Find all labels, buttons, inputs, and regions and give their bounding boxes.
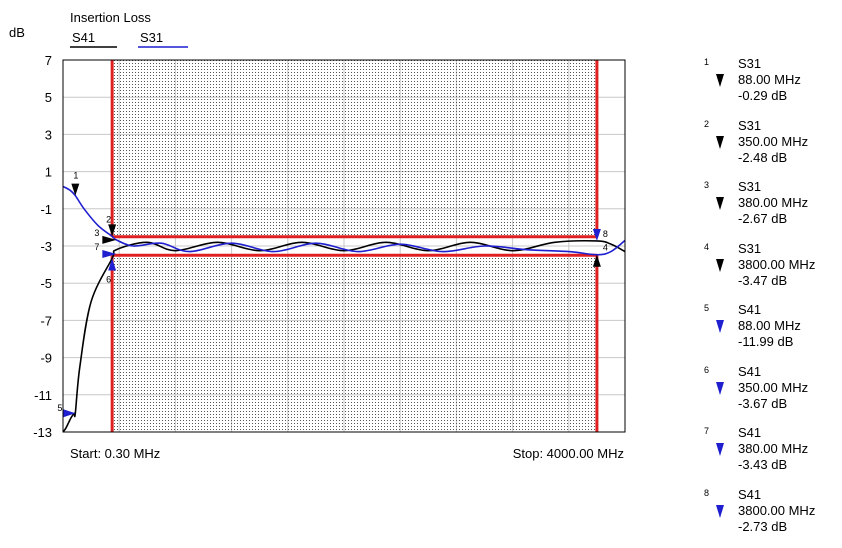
marker-readout-triangle-icon [716,505,724,518]
marker-readout-value: -11.99 dB [738,334,793,349]
marker-8-id: 8 [603,229,608,239]
marker-readout-triangle-icon [716,136,724,149]
marker-readout-frequency: 3800.00 MHz [738,257,815,272]
y-tick-label: 1 [45,165,52,180]
marker-readout-triangle-icon [716,443,724,456]
marker-5-triangle [63,409,75,417]
y-tick-label: -13 [33,425,52,440]
stop-frequency-label: Stop: 4000.00 MHz [513,446,624,461]
marker-readout-id: 7 [704,426,709,436]
marker-readout-trace: S41 [738,302,761,317]
marker-readout-trace: S31 [738,118,761,133]
marker-readout-frequency: 3800.00 MHz [738,503,815,518]
legend: S41 S31 [70,30,188,47]
marker-1-triangle [71,184,79,196]
marker-readout-frequency: 88.00 MHz [738,72,801,87]
upper-mask-area [112,60,597,237]
marker-readout-triangle-icon [716,382,724,395]
marker-readout-trace: S41 [738,364,761,379]
y-tick-label: 7 [45,53,52,68]
y-axis-label: dB [9,25,25,40]
marker-readout-triangle-icon [716,320,724,333]
marker-readout-value: -2.48 dB [738,150,787,165]
marker-readout-id: 6 [704,365,709,375]
marker-readout-frequency: 380.00 MHz [738,195,808,210]
y-tick-label: -5 [40,276,52,291]
y-tick-label: -11 [34,388,52,403]
marker-readout-id: 5 [704,303,709,313]
y-tick-label: 3 [45,127,52,142]
marker-readout-trace: S41 [738,487,761,502]
marker-readout-frequency: 380.00 MHz [738,441,808,456]
marker-5-id: 5 [57,403,62,413]
marker-readout-value: -2.73 dB [738,519,787,534]
lower-mask-area [112,255,597,432]
marker-readout-id: 2 [704,119,709,129]
chart-title: Insertion Loss [70,10,151,25]
marker-readout-frequency: 350.00 MHz [738,380,808,395]
marker-readout-triangle-icon [716,197,724,210]
y-tick-label: 5 [45,90,52,105]
marker-readout-value: -0.29 dB [738,88,787,103]
marker-2-id: 2 [106,214,111,224]
marker-readout-trace: S31 [738,241,761,256]
marker-readout-id: 3 [704,180,709,190]
marker-readout-triangle-icon [716,259,724,272]
marker-readout-frequency: 88.00 MHz [738,318,801,333]
marker-3-id: 3 [94,228,99,238]
marker-readout-trace: S31 [738,56,761,71]
marker-readout-triangle-icon [716,74,724,87]
marker-readout-trace: S31 [738,179,761,194]
marker-6-id: 6 [106,274,111,284]
marker-readout-id: 4 [704,242,709,252]
marker-1-id: 1 [73,171,78,181]
marker-readout-id: 8 [704,488,709,498]
marker-7-id: 7 [94,242,99,252]
marker-readout-value: -3.43 dB [738,457,787,472]
y-tick-label: -1 [40,202,52,217]
marker-readout-trace: S41 [738,425,761,440]
y-tick-label: -3 [40,239,52,254]
marker-readout-frequency: 350.00 MHz [738,134,808,149]
y-tick-label: -9 [40,351,52,366]
marker-readout-value: -3.47 dB [738,273,787,288]
start-frequency-label: Start: 0.30 MHz [70,446,160,461]
y-tick-label: -7 [40,313,52,328]
marker-4-id: 4 [603,243,608,253]
marker-readout-value: -2.67 dB [738,211,787,226]
marker-readout-id: 1 [704,57,709,67]
marker-readout-value: -3.67 dB [738,396,787,411]
y-tick-labels: 7 5 3 1 -1 -3 -5 -7 -9 -11 -13 [33,53,52,440]
legend-entry-s31: S31 [140,30,163,45]
legend-entry-s41: S41 [72,30,95,45]
